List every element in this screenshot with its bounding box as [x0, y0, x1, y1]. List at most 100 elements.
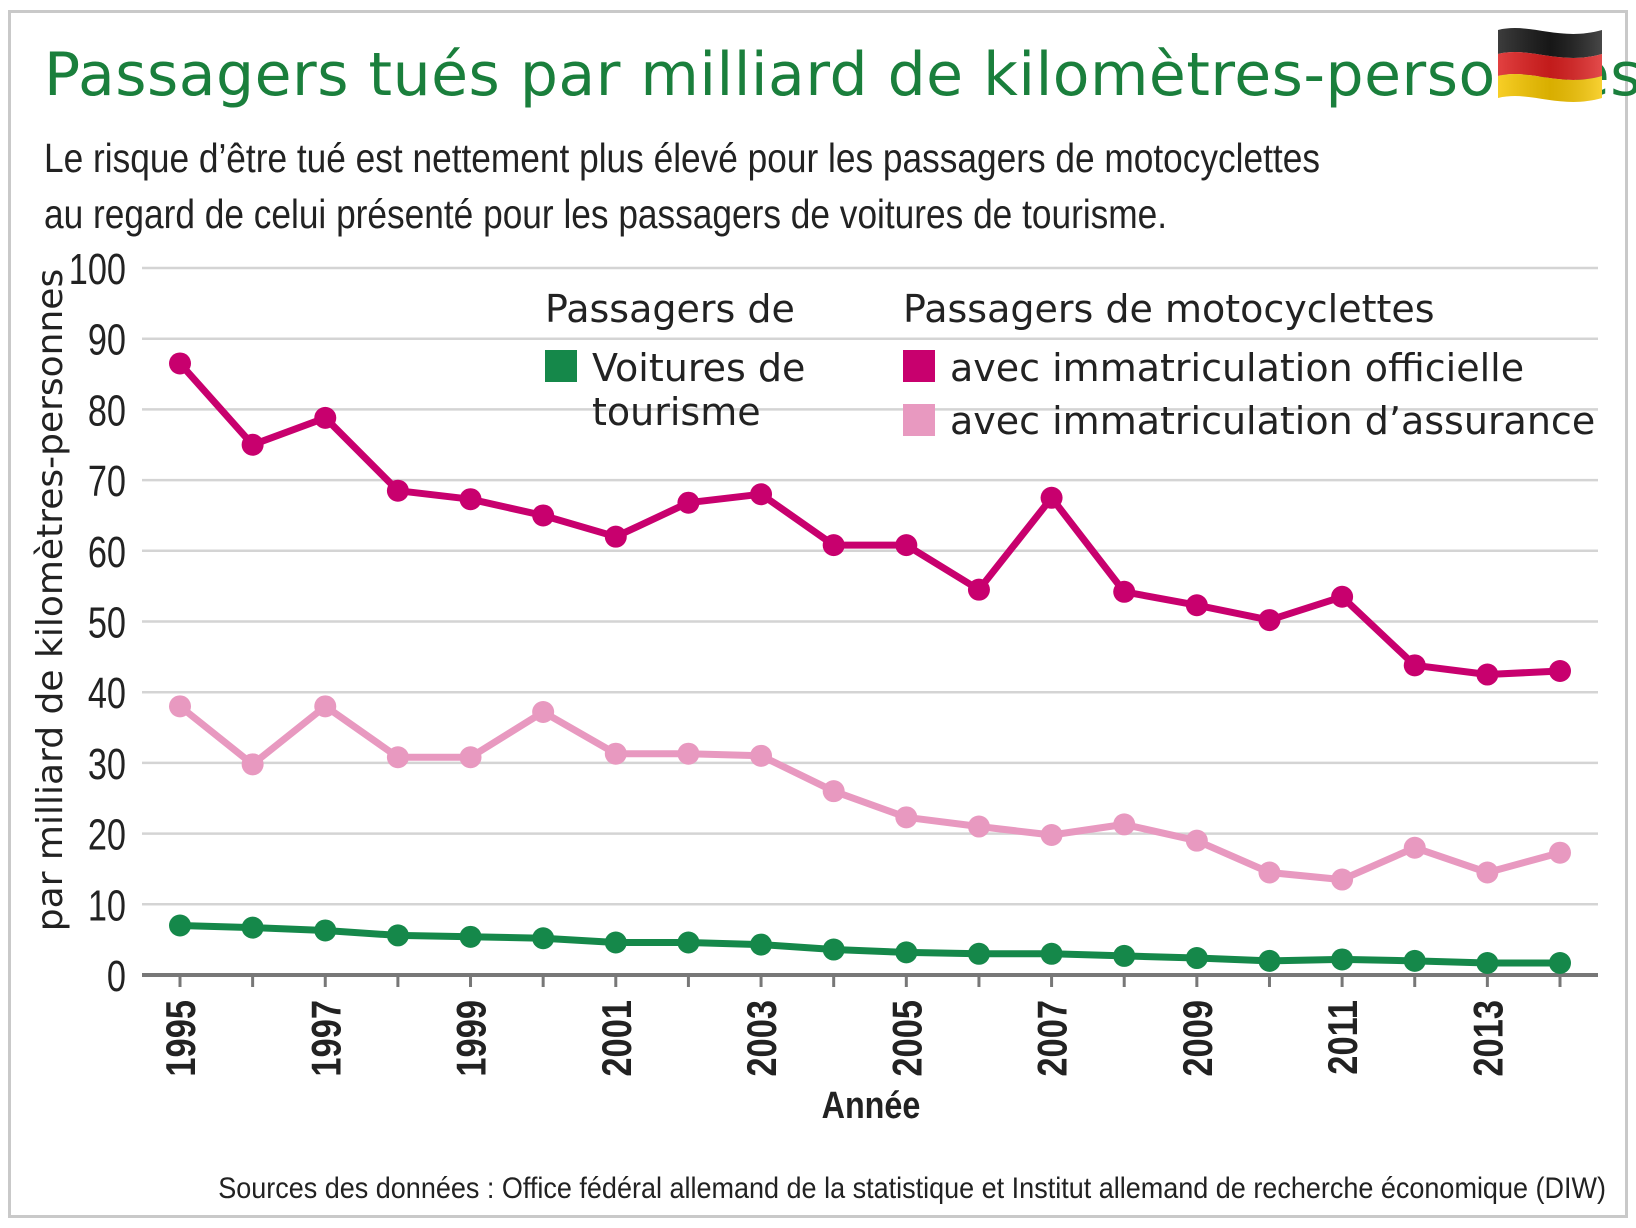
- data-point-official: [241, 433, 264, 456]
- data-point-official: [459, 488, 482, 511]
- data-point-cars: [1185, 947, 1208, 970]
- legend-heading-cars: Passagers de: [545, 287, 795, 331]
- data-point-official: [386, 479, 409, 502]
- germany-flag-icon: [1498, 28, 1602, 102]
- data-point-cars: [169, 914, 191, 937]
- axes: [142, 973, 1598, 987]
- data-point-official: [677, 491, 700, 514]
- data-point-insurance: [967, 815, 990, 838]
- data-point-cars: [532, 927, 555, 950]
- x-tick-labels: 1995 1997 1999 2001 2003 2005 2007 2009 2011 2013: [158, 1000, 1512, 1077]
- x-tick-label: 2013: [1465, 1000, 1512, 1077]
- data-point-insurance: [241, 753, 264, 776]
- data-point-insurance: [895, 806, 918, 829]
- data-point-insurance: [1403, 836, 1426, 859]
- y-tick-labels: 0 10 20 30 40 50 60 70 80 90 100: [69, 245, 126, 1001]
- data-point-cars: [1549, 951, 1571, 974]
- legend-swatch-cars: [545, 350, 577, 382]
- data-point-official: [604, 525, 627, 548]
- legend-label-insurance: avec immatriculation d’assurance: [950, 399, 1595, 443]
- data-point-cars: [1258, 949, 1281, 972]
- chart-subtitle: Le risque d’être tué est nettement plus …: [44, 135, 1320, 237]
- data-point-official: [822, 534, 845, 557]
- data-point-cars: [1403, 949, 1426, 972]
- legend-label-cars-1: Voitures de: [592, 346, 805, 390]
- y-tick-label: 70: [88, 457, 126, 506]
- x-tick-label: 2009: [1175, 1000, 1222, 1077]
- data-point-insurance: [604, 742, 627, 765]
- series-lines: [176, 359, 1564, 967]
- data-point-official: [750, 483, 773, 506]
- x-tick-label: 1995: [158, 1000, 205, 1077]
- y-tick-label: 0: [107, 952, 126, 1001]
- data-point-insurance: [314, 695, 337, 718]
- data-point-insurance: [1113, 813, 1136, 836]
- y-tick-label: 30: [88, 740, 126, 789]
- data-point-cars: [895, 941, 918, 964]
- data-point-cars: [1476, 951, 1499, 974]
- y-tick-label: 10: [88, 881, 126, 930]
- x-tick-label: 2005: [884, 1000, 931, 1077]
- y-tick-label: 100: [69, 245, 126, 294]
- data-point-insurance: [459, 746, 482, 769]
- x-tick-label: 2007: [1029, 1000, 1076, 1077]
- y-tick-label: 60: [88, 528, 126, 577]
- x-tick-label: 1999: [448, 1000, 495, 1077]
- data-point-official: [314, 406, 337, 429]
- data-point-official: [169, 352, 191, 375]
- data-point-insurance: [169, 695, 191, 718]
- y-tick-label: 50: [88, 598, 126, 647]
- data-point-official: [1403, 654, 1426, 677]
- data-point-official: [1476, 663, 1499, 686]
- data-point-cars: [677, 931, 700, 954]
- data-point-insurance: [1258, 861, 1281, 884]
- series-line-insurance: [176, 702, 1564, 884]
- data-point-cars: [459, 925, 482, 948]
- data-point-official: [1258, 609, 1281, 632]
- legend-label-cars-2: tourisme: [592, 390, 761, 434]
- y-axis-label: par milliard de kilomètres-personnes: [30, 269, 71, 931]
- x-tick-label: 1997: [303, 1000, 350, 1077]
- data-point-official: [1185, 594, 1208, 617]
- data-point-insurance: [1185, 829, 1208, 852]
- source-note: Sources des données : Office fédéral all…: [218, 1172, 1606, 1205]
- page-title: Passagers tués par milliard de kilomètre…: [44, 40, 1636, 110]
- legend-label-official: avec immatriculation officielle: [950, 346, 1524, 390]
- data-point-cars: [967, 942, 990, 965]
- y-tick-label: 90: [88, 316, 126, 365]
- data-point-insurance: [1331, 868, 1354, 891]
- series-points: [169, 352, 1571, 974]
- data-point-cars: [822, 938, 845, 961]
- x-tick-label: 2011: [1320, 1000, 1367, 1075]
- data-point-official: [967, 578, 990, 601]
- data-point-insurance: [822, 780, 845, 803]
- data-point-insurance: [1040, 824, 1063, 847]
- data-point-cars: [386, 924, 409, 947]
- data-point-insurance: [750, 744, 773, 767]
- x-tick-label: 2001: [594, 1000, 641, 1077]
- data-point-cars: [1331, 948, 1354, 971]
- data-point-insurance: [1476, 861, 1499, 884]
- data-point-insurance: [532, 700, 555, 723]
- data-point-insurance: [677, 742, 700, 765]
- data-point-cars: [750, 933, 773, 956]
- data-point-official: [895, 534, 918, 557]
- y-tick-label: 20: [88, 811, 126, 860]
- x-tick-label: 2003: [739, 1000, 786, 1077]
- y-tick-label: 80: [88, 386, 126, 435]
- legend-heading-moto: Passagers de motocyclettes: [903, 287, 1435, 331]
- data-point-cars: [241, 916, 264, 939]
- series-line-official: [176, 359, 1564, 678]
- data-point-cars: [604, 931, 627, 954]
- legend-swatch-insurance: [903, 404, 935, 436]
- data-point-cars: [314, 919, 337, 942]
- data-point-official: [1113, 580, 1136, 603]
- legend-swatch-official: [903, 350, 935, 382]
- data-point-insurance: [1549, 841, 1571, 864]
- legend: Passagers de Voitures de tourisme Passag…: [545, 287, 1595, 443]
- data-point-official: [1040, 486, 1063, 509]
- series-line-cars: [176, 922, 1564, 967]
- x-axis-label: Année: [822, 1085, 921, 1127]
- data-point-official: [1549, 659, 1571, 682]
